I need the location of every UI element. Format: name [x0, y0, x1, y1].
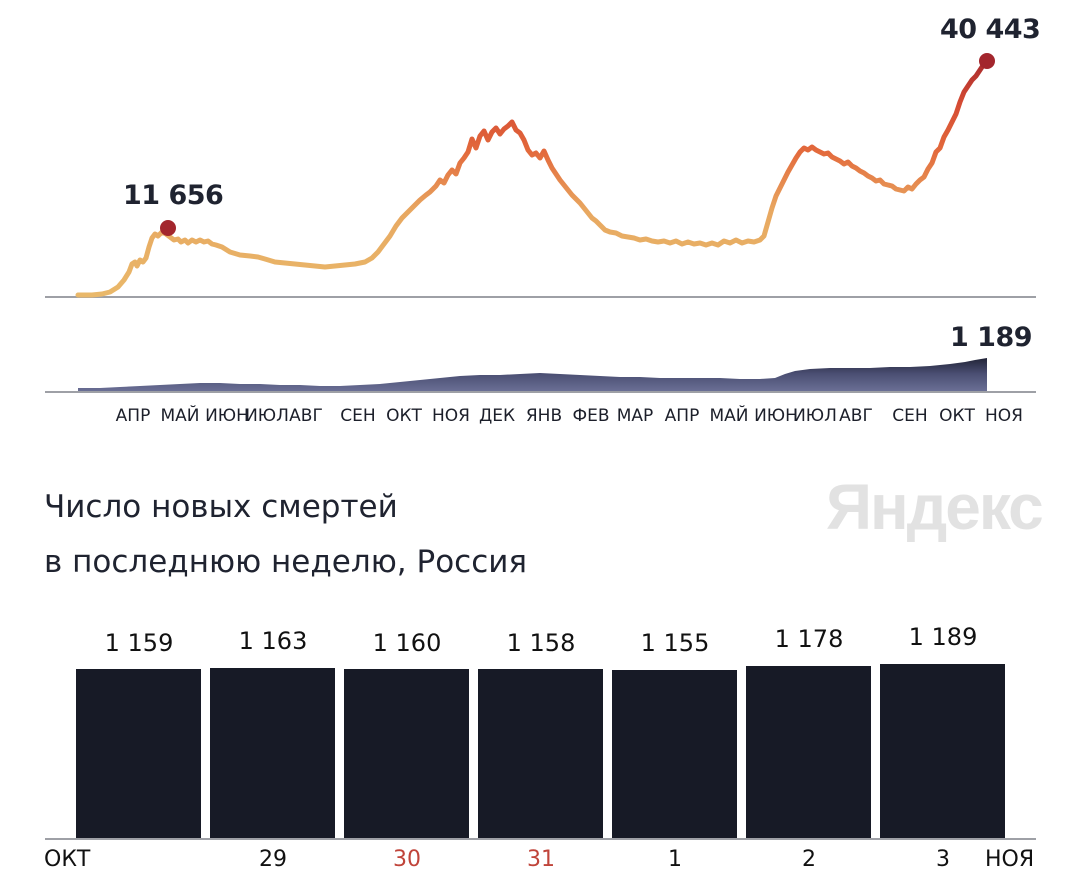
bar-value-label: 1 178: [774, 625, 844, 653]
bar-value-label: 1 189: [908, 623, 978, 651]
month-label: ОКТ: [386, 406, 422, 426]
bar-nov-2: [746, 666, 871, 838]
month-label: АПР: [664, 406, 700, 426]
bar-value-label: 1 158: [506, 629, 576, 657]
bar-value-label: 1 155: [640, 629, 710, 657]
bar-oct-28: [76, 669, 201, 838]
axis-day-30-weekend: 30: [393, 847, 421, 872]
axis-day-3: 3: [936, 847, 950, 872]
month-label: СЕН: [340, 406, 376, 426]
cases-line: [75, 58, 990, 298]
peak-marker-dot: [160, 220, 176, 236]
axis-day-29: 29: [259, 847, 287, 872]
month-label: МАЙ: [160, 406, 200, 426]
month-label: ИЮН: [754, 406, 798, 426]
chart-title-line1: Число новых смертей: [44, 489, 398, 525]
bar-value-label: 1 160: [372, 629, 442, 657]
month-label: ФЕВ: [572, 406, 610, 426]
month-label: ДЕК: [478, 406, 516, 426]
latest-marker-dot: [979, 53, 995, 69]
month-label: МАР: [616, 406, 654, 426]
bar-value-label: 1 163: [238, 627, 308, 655]
month-label: ИЮН: [205, 406, 249, 426]
month-label: АВГ: [289, 406, 323, 426]
bar-value-label: 1 159: [104, 629, 174, 657]
month-label: СЕН: [892, 406, 928, 426]
bar-nov-3: [880, 664, 1005, 838]
yandex-logo: Яндекс: [826, 471, 1044, 543]
deaths-area: [78, 358, 987, 391]
chart-title-line2: в последнюю неделю, Россия: [44, 544, 528, 580]
month-label: АПР: [115, 406, 151, 426]
month-label: НОЯ: [985, 406, 1023, 426]
axis-day-31-weekend: 31: [527, 847, 555, 872]
month-label: ОКТ: [939, 406, 975, 426]
bar-nov-1: [612, 670, 737, 838]
deaths-latest-label: 1 189: [950, 322, 1033, 353]
latest-value-label: 40 443: [940, 14, 1041, 45]
peak-value-label: 11 656: [123, 180, 224, 211]
axis-day-2: 2: [802, 847, 816, 872]
axis-month-end: НОЯ: [985, 847, 1035, 872]
bar-oct-29: [210, 668, 335, 838]
month-label: ИЮЛ: [245, 406, 289, 426]
month-label: МАЙ: [709, 406, 749, 426]
bar-oct-31: [478, 669, 603, 838]
axis-day-1: 1: [668, 847, 682, 872]
bar-oct-30: [344, 669, 469, 838]
month-label: НОЯ: [432, 406, 470, 426]
month-label: ИЮЛ: [793, 406, 837, 426]
month-label: ЯНВ: [525, 406, 563, 426]
axis-month-start: ОКТ: [44, 847, 91, 872]
month-label: АВГ: [839, 406, 873, 426]
